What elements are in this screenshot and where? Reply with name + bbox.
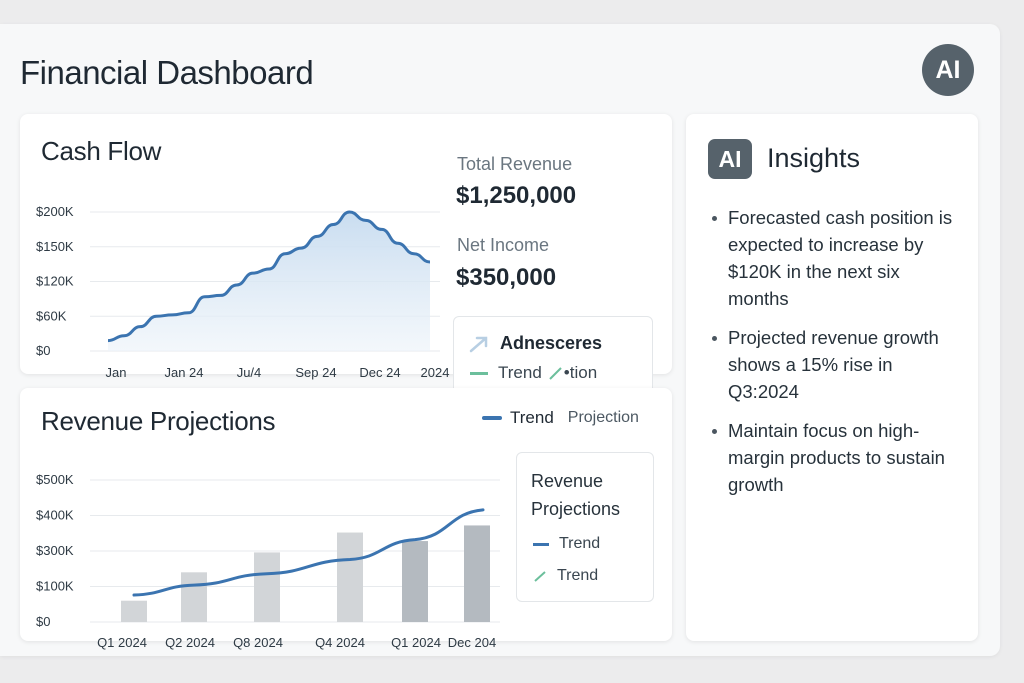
cash-y-tick-label: $150K — [36, 239, 74, 254]
projection-bar — [181, 572, 207, 622]
ai-badge: AI — [708, 139, 752, 179]
rev-x-tick-label: Q1 2024 — [97, 635, 147, 650]
rev-x-tick-label: Dec 204 — [448, 635, 496, 650]
header-legend-projection: Projection — [567, 409, 639, 426]
cash-flow-card: Cash Flow $200K $150K $120K $60K $0 Jan Jan 24… — [20, 114, 672, 398]
user-avatar[interactable]: AI — [922, 44, 974, 96]
trend-swatch-icon — [470, 371, 488, 375]
rev-x-tick-label: Q4 2024 — [315, 635, 365, 650]
page-title: Financial Dashboard — [20, 54, 314, 91]
cash-flow-legend: Adnesceres Trend •tion — [453, 316, 653, 398]
cash-x-tick-label: Sep 24 — [295, 365, 336, 380]
rev-y-tick-label: $400K — [36, 508, 74, 523]
cash-x-tick-label: Jan 24 — [164, 365, 203, 380]
revenue-legend-item-2-label: Trend — [557, 567, 599, 584]
total-revenue-value: $1,250,000 — [456, 182, 577, 209]
projection-bar — [121, 600, 147, 622]
insight-item: Projected revenue growth shows a 15% ris… — [708, 324, 963, 405]
insights-title: Insights — [767, 143, 861, 173]
insights-card: AI Insights Forecasted cash position is … — [686, 114, 978, 641]
rev-y-tick-label: $500K — [36, 472, 74, 487]
cash-y-tick-label: $60K — [36, 308, 67, 323]
cash-line — [107, 210, 431, 343]
legend-second-label: •tion — [563, 363, 598, 382]
insight-item: Maintain focus on high-margin products t… — [708, 417, 963, 498]
projection-bar — [464, 525, 490, 622]
trend-swatch-icon — [482, 416, 502, 420]
rev-x-tick-label: Q2 2024 — [165, 635, 215, 650]
cash-y-tick-label: $0 — [36, 343, 50, 358]
cash-flow-chart: $200K $150K $120K $60K $0 Jan Jan 24 Ju/4 Sep 24… — [36, 204, 449, 380]
header-legend: Trend Projection — [482, 408, 639, 428]
projection-bar — [337, 532, 363, 622]
rev-y-tick-label: $100K — [36, 579, 74, 594]
insight-item: Forecasted cash position is expected to … — [708, 204, 963, 312]
trend-line — [132, 508, 485, 597]
cash-x-tick-label: Dec 24 — [359, 365, 400, 380]
net-income-value: $350,000 — [456, 264, 557, 291]
trend-arrow-icon — [534, 571, 546, 582]
revenue-projections-chart: $500K $400K $300K $100K $0 Q1 2024 Q2 2024 Q8 2… — [36, 472, 500, 650]
projection-bar — [254, 552, 280, 622]
legend-heading-row: Adnesceres — [468, 333, 602, 354]
insights-list: Forecasted cash position is expected to … — [708, 204, 963, 510]
revenue-projections-title: Revenue Projections — [41, 406, 276, 436]
revenue-legend-item-2: Trend — [533, 567, 598, 585]
rev-x-tick-label: Q1 2024 — [391, 635, 441, 650]
cash-y-tick-label: $120K — [36, 274, 74, 289]
revenue-legend-item-1-label: Trend — [559, 535, 601, 552]
arrow-up-right-icon — [469, 336, 488, 352]
revenue-legend: Revenue Projections Trend Trend — [516, 452, 654, 602]
dashboard-page: Financial Dashboard AI Cash Flow $200K $1… — [0, 24, 1000, 656]
net-income-label: Net Income — [457, 235, 550, 255]
legend-heading: Adnesceres — [500, 333, 603, 353]
rev-y-tick-label: $300K — [36, 543, 74, 558]
revenue-legend-heading-2: Projections — [531, 499, 621, 519]
rev-y-tick-label: $0 — [36, 614, 50, 629]
cash-x-tick-label: Jan — [106, 365, 127, 380]
rev-x-tick-label: Q8 2024 — [233, 635, 283, 650]
cash-y-tick-label: $200K — [36, 204, 74, 219]
trend-line-icon — [549, 367, 562, 380]
revenue-projections-card: Revenue Projections Trend Projection $50… — [20, 388, 672, 650]
total-revenue-label: Total Revenue — [457, 154, 573, 174]
header-legend-trend: Trend — [510, 408, 554, 427]
trend-line-swatch-icon — [533, 542, 549, 546]
legend-trend-row: Trend •tion — [470, 363, 597, 383]
cash-x-tick-label: 2024 — [421, 365, 450, 380]
cash-flow-title: Cash Flow — [41, 136, 162, 166]
legend-trend-label: Trend — [498, 363, 542, 382]
revenue-legend-item-1: Trend — [533, 535, 600, 553]
revenue-legend-heading-1: Revenue — [531, 471, 604, 491]
cash-area — [108, 212, 430, 351]
projection-bar — [402, 541, 428, 622]
cash-x-tick-label: Ju/4 — [237, 365, 262, 380]
